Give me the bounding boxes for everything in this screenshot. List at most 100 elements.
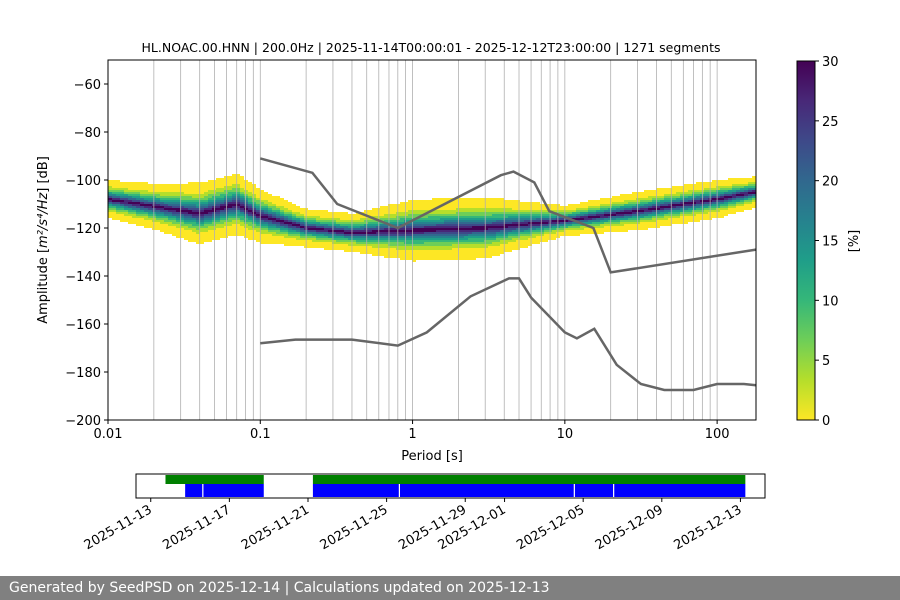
density-cell (660, 224, 664, 226)
density-cell (248, 210, 252, 212)
density-cell (676, 204, 680, 206)
density-cell (224, 224, 228, 226)
density-cell (632, 206, 636, 208)
density-cell (476, 208, 480, 210)
density-cell (280, 228, 284, 230)
density-cell (408, 216, 412, 218)
density-cell (264, 196, 268, 198)
density-cell (464, 212, 468, 214)
density-cell (192, 236, 196, 238)
density-cell (620, 202, 624, 204)
density-cell (732, 202, 736, 204)
density-cell (224, 180, 228, 182)
density-cell (144, 182, 148, 184)
density-cell (312, 214, 316, 216)
density-cell (620, 214, 624, 216)
density-cell (532, 234, 536, 236)
density-cell (204, 200, 208, 202)
density-cell (296, 214, 300, 216)
density-cell (688, 214, 692, 216)
density-cell (328, 226, 332, 228)
density-cell (588, 230, 592, 232)
density-cell (376, 238, 380, 240)
plot-area: 0.01 0.1 1 10 100 −60−80−100−120−140−160−180… (65, 59, 757, 442)
density-cell (220, 182, 224, 184)
density-cell (384, 252, 388, 254)
density-cell (720, 214, 724, 216)
density-cell (132, 214, 136, 216)
density-cell (188, 222, 192, 224)
density-cell (236, 174, 240, 176)
density-cell (164, 190, 168, 192)
density-cell (476, 214, 480, 216)
density-cell (276, 204, 280, 206)
density-cell (460, 230, 464, 232)
density-cell (252, 222, 256, 224)
density-cell (212, 200, 216, 202)
density-cell (136, 186, 140, 188)
density-cell (168, 206, 172, 208)
density-cell (740, 192, 744, 194)
density-cell (232, 212, 236, 214)
density-cell (456, 246, 460, 248)
density-cell (432, 198, 436, 200)
density-cell (580, 232, 584, 234)
density-cell (724, 206, 728, 208)
density-cell (132, 200, 136, 202)
density-cell (696, 206, 700, 208)
density-cell (196, 228, 200, 230)
density-cell (480, 238, 484, 240)
density-cell (532, 218, 536, 220)
density-cell (268, 222, 272, 224)
density-cell (392, 248, 396, 250)
density-cell (320, 226, 324, 228)
density-cell (164, 206, 168, 208)
density-cell (268, 212, 272, 214)
density-cell (524, 222, 528, 224)
density-cell (204, 234, 208, 236)
density-cell (448, 204, 452, 206)
density-cell (124, 188, 128, 190)
density-cell (272, 198, 276, 200)
density-cell (476, 210, 480, 212)
density-cell (428, 244, 432, 246)
density-cell (608, 202, 612, 204)
density-cell (580, 202, 584, 204)
density-cell (580, 206, 584, 208)
density-cell (252, 202, 256, 204)
density-cell (248, 208, 252, 210)
density-cell (180, 192, 184, 194)
density-cell (636, 194, 640, 196)
x-axis-ticks: 0.01 0.1 1 10 100 (94, 420, 730, 442)
density-cell (236, 234, 240, 236)
x-tick-label: 0.1 (250, 427, 271, 442)
density-cell (732, 200, 736, 202)
density-cell (336, 242, 340, 244)
density-cell (172, 220, 176, 222)
density-cell (644, 192, 648, 194)
density-cell (744, 180, 748, 182)
density-cell (348, 226, 352, 228)
density-cell (752, 182, 756, 184)
density-cell (280, 236, 284, 238)
density-cell (124, 210, 128, 212)
density-cell (416, 212, 420, 214)
density-cell (444, 222, 448, 224)
density-cell (536, 232, 540, 234)
density-cell (452, 234, 456, 236)
density-cell (732, 184, 736, 186)
density-cell (136, 194, 140, 196)
timeline-green-segment (165, 475, 264, 484)
density-cell (168, 218, 172, 220)
density-cell (360, 222, 364, 224)
density-cell (404, 220, 408, 222)
density-cell (544, 212, 548, 214)
density-cell (240, 178, 244, 180)
density-cell (364, 248, 368, 250)
density-cell (720, 210, 724, 212)
density-cell (184, 222, 188, 224)
density-cell (724, 194, 728, 196)
density-cell (672, 190, 676, 192)
density-cell (224, 236, 228, 238)
density-cell (528, 238, 532, 240)
